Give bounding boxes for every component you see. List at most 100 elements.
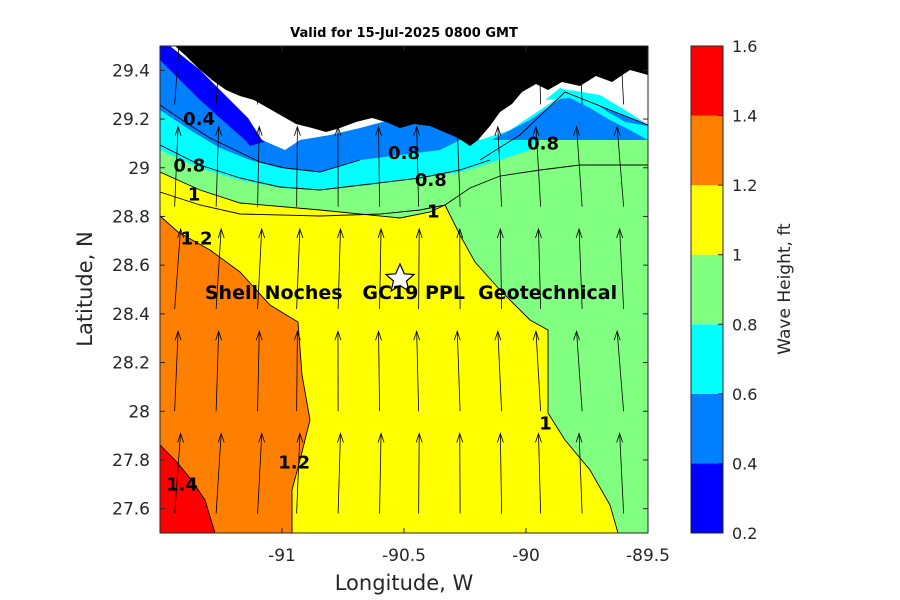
wave-arrow-shaft — [174, 228, 181, 310]
contour-label: 0.4 — [183, 109, 215, 130]
colorbar: 0.2 0.4 0.6 0.8 1 1.2 1.4 1.6 — [690, 37, 757, 543]
wave-arrow-shaft — [535, 331, 542, 412]
wave-arrow-head — [453, 329, 461, 341]
contour-1.4 — [160, 444, 216, 533]
colorbar-tick-label: 1.2 — [732, 176, 757, 195]
wave-arrow-shaft — [497, 331, 502, 412]
wave-arrow-head — [215, 329, 223, 341]
island-cyan — [545, 88, 648, 140]
wave-arrow-head — [617, 24, 623, 33]
contour-labels: 0.4 0.8 1 1.2 0.8 0.8 1 0.8 1 1.2 1.4 — [166, 109, 559, 495]
contour-0.8 — [160, 164, 648, 219]
wave-arrow-shaft — [296, 228, 301, 309]
wave-arrow-head — [573, 125, 580, 136]
contour-0.6-east — [479, 91, 648, 161]
wave-arrow-shaft — [500, 46, 502, 105]
wave-arrow-shaft — [296, 46, 300, 105]
band-1.2-1.4 — [160, 216, 310, 533]
wave-arrow-head — [413, 125, 421, 136]
wave-arrow-shaft — [174, 126, 179, 207]
colorbar-tick-label: 1.6 — [732, 37, 757, 56]
wave-arrow-head — [174, 329, 182, 341]
wave-arrow-shaft — [619, 228, 624, 309]
x-axis: -91 -90.5 -90 -89.5 — [268, 46, 670, 566]
wave-arrow-shaft — [576, 331, 583, 412]
wave-arrow-shaft — [257, 433, 263, 514]
y-axis-label: Latitude, N — [73, 231, 97, 347]
contour-1.0 — [444, 204, 619, 533]
wave-arrow-shaft — [499, 433, 502, 514]
wave-arrow-shaft — [418, 433, 420, 514]
wave-arrow-head — [613, 125, 621, 136]
colorbar-segment — [691, 463, 723, 533]
wave-arrow-shaft — [497, 126, 502, 207]
wave-arrow-head — [415, 227, 423, 239]
y-tick-label: 27.6 — [112, 500, 150, 520]
wave-arrow-shaft — [378, 331, 380, 412]
colorbar-frame — [690, 45, 724, 534]
wave-arrow-head — [258, 432, 266, 443]
wave-arrow-head — [413, 329, 421, 341]
wave-arrow-shaft — [416, 126, 420, 207]
wave-arrow-head — [294, 125, 301, 136]
wave-arrow-shaft — [418, 46, 420, 105]
wave-arrow-head — [296, 432, 304, 443]
contour-label: 1 — [188, 185, 201, 206]
wave-arrow-shaft — [215, 433, 222, 514]
wave-arrow-shaft — [379, 46, 382, 105]
wave-arrow-head — [375, 329, 382, 341]
wave-arrow-head — [496, 227, 504, 239]
wave-arrow-head — [616, 227, 624, 239]
wave-arrow-shaft — [578, 433, 583, 514]
contour-label: 0.8 — [173, 155, 205, 176]
contour-label: 0.8 — [388, 143, 420, 164]
contour-label: 1 — [427, 202, 440, 223]
y-tick-label: 27.8 — [112, 451, 150, 471]
wave-arrow-head — [337, 432, 344, 443]
wave-arrow-head — [296, 227, 304, 239]
wave-arrow-head — [178, 24, 184, 33]
colorbar-label: Wave Height, ft — [775, 223, 795, 355]
colorbar-tick-label: 0.4 — [732, 454, 757, 473]
wave-arrow-shaft — [538, 46, 542, 105]
wave-arrow-shaft — [174, 331, 179, 412]
wave-arrow-shaft — [174, 46, 180, 105]
wave-arrow-shaft — [535, 126, 542, 207]
wave-arrow-head — [453, 125, 461, 136]
wave-arrow-shaft — [579, 46, 583, 105]
wave-arrow-head — [294, 329, 301, 341]
wave-arrow-head — [456, 227, 464, 239]
wave-arrow-shaft — [538, 228, 542, 309]
y-tick-label: 28.2 — [112, 354, 150, 374]
plot-area: 0.4 0.8 1 1.2 0.8 0.8 1 0.8 1 1.2 1.4 — [160, 24, 648, 533]
wave-arrow-shaft — [576, 126, 583, 207]
y-axis: 27.6 27.8 28 28.2 28.4 28.6 28.8 29 29.2 29.4 — [112, 61, 648, 520]
wave-arrow-head — [535, 24, 541, 33]
wave-arrow-head — [613, 329, 621, 341]
wave-arrow-shaft — [215, 228, 222, 310]
wave-arrow-head — [575, 432, 583, 443]
colorbar-tick-label: 0.8 — [732, 315, 757, 334]
wave-arrow-head — [535, 432, 542, 443]
wave-arrow-shaft — [337, 228, 341, 309]
wave-arrow-shaft — [499, 228, 502, 309]
wave-arrow-head — [177, 227, 184, 239]
wave-arrow-head — [494, 329, 502, 341]
wave-arrow-shaft — [215, 46, 221, 105]
land-mass — [175, 46, 648, 146]
x-tick-label: -91 — [268, 546, 296, 566]
wave-arrow-head — [334, 125, 342, 136]
wave-arrow-shaft — [296, 331, 298, 412]
wave-arrow-head — [535, 227, 542, 239]
wave-arrow-shaft — [578, 228, 583, 309]
colorbar-tick-label: 1.4 — [732, 107, 757, 126]
wave-arrow-head — [258, 227, 266, 239]
contour-1.2 — [160, 215, 311, 533]
wave-arrow-shaft — [378, 126, 380, 207]
wave-arrow-shaft — [337, 433, 341, 514]
colorbar-tick-label: 1 — [732, 246, 742, 265]
wave-arrow-shaft — [416, 331, 420, 412]
wave-arrow-shaft — [337, 46, 341, 105]
wave-arrow-shaft — [456, 126, 461, 207]
